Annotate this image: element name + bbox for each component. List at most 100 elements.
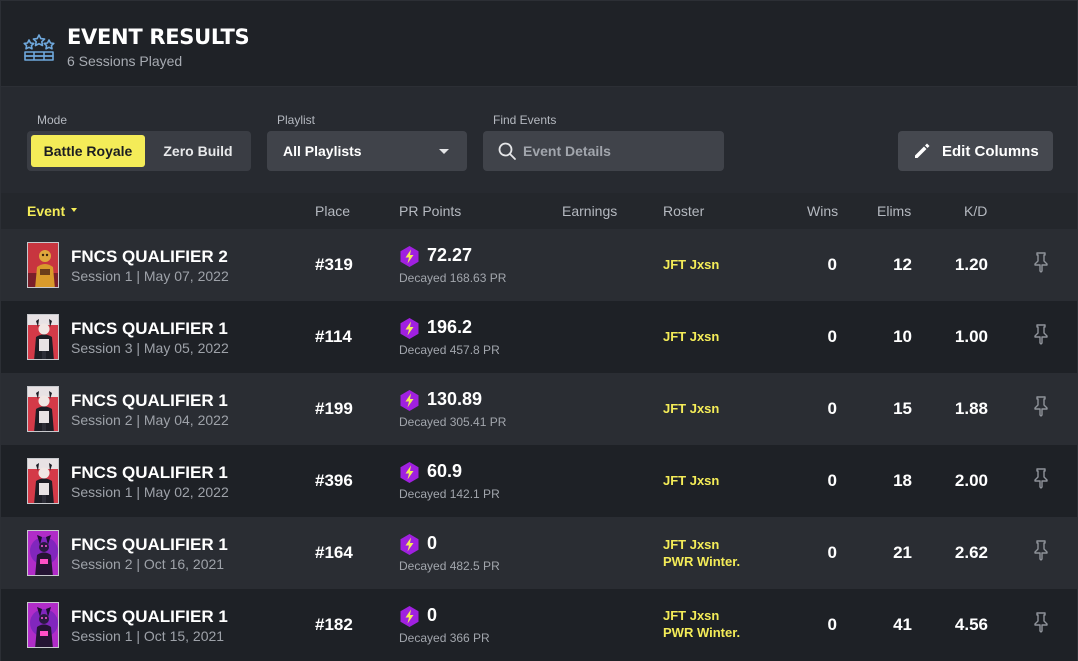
elims-value: 18 <box>893 471 912 490</box>
table-row[interactable]: FNCS QUALIFIER 1 Session 3 | May 05, 202… <box>1 301 1077 373</box>
pr-decayed: Decayed 305.41 PR <box>399 415 507 429</box>
roster-player[interactable]: JFT Jxsn <box>663 401 720 416</box>
trophy-stars-icon <box>23 34 55 61</box>
event-session: Session 3 | May 05, 2022 <box>71 340 229 356</box>
pr-points: 196.2 <box>427 317 473 337</box>
pr-bolt-icon <box>400 534 419 555</box>
roster-list: JFT Jxsn PWR Winter. <box>663 607 740 641</box>
column-pr-points[interactable]: PR Points <box>399 203 462 219</box>
sessions-count: 6 Sessions Played <box>67 53 183 69</box>
roster-player[interactable]: JFT Jxsn <box>663 473 720 488</box>
table-row[interactable]: FNCS QUALIFIER 1 Session 2 | Oct 16, 202… <box>1 517 1077 589</box>
roster-player[interactable]: JFT Jxsn <box>663 537 720 552</box>
kd-value: 1.88 <box>954 399 988 418</box>
roster-list: JFT Jxsn <box>663 400 719 417</box>
edit-columns-button[interactable]: Edit Columns <box>898 131 1053 171</box>
kd-value: 4.56 <box>954 615 988 634</box>
pin-icon[interactable] <box>1032 323 1050 345</box>
event-session: Session 2 | May 04, 2022 <box>71 412 229 428</box>
event-place: #114 <box>315 327 352 346</box>
playlist-value: All Playlists <box>283 143 362 159</box>
pr-points: 72.27 <box>427 245 473 265</box>
table-row[interactable]: FNCS QUALIFIER 2 Session 1 | May 07, 202… <box>1 229 1077 301</box>
event-place: #164 <box>315 543 353 562</box>
sort-desc-icon <box>71 208 78 213</box>
roster-player[interactable]: PWR Winter. <box>663 625 741 640</box>
pin-icon[interactable] <box>1032 395 1050 417</box>
column-earnings[interactable]: Earnings <box>562 203 618 219</box>
event-place: #199 <box>315 399 353 418</box>
column-kd[interactable]: K/D <box>964 203 988 219</box>
event-name: FNCS QUALIFIER 1 <box>71 319 228 338</box>
event-session: Session 1 | May 02, 2022 <box>71 484 229 500</box>
roster-list: JFT Jxsn <box>663 472 719 489</box>
pr-bolt-icon <box>400 318 419 339</box>
wins-value: 0 <box>827 399 837 418</box>
pr-decayed: Decayed 366 PR <box>399 631 490 645</box>
playlist-select[interactable]: All Playlists <box>267 131 467 171</box>
pin-icon[interactable] <box>1032 539 1050 561</box>
roster-player[interactable]: JFT Jxsn <box>663 329 720 344</box>
pr-decayed: Decayed 142.1 PR <box>399 487 500 501</box>
pin-icon[interactable] <box>1032 467 1050 489</box>
table-row[interactable]: FNCS QUALIFIER 1 Session 2 | May 04, 202… <box>1 373 1077 445</box>
pr-decayed: Decayed 457.8 PR <box>399 343 500 357</box>
column-event[interactable]: Event <box>27 203 78 219</box>
playlist-label: Playlist <box>277 113 316 127</box>
wins-value: 0 <box>827 615 837 634</box>
kd-value: 1.20 <box>954 255 988 274</box>
event-name: FNCS QUALIFIER 1 <box>71 391 228 410</box>
mode-battle-royale-button[interactable]: Battle Royale <box>31 135 145 167</box>
pin-icon[interactable] <box>1032 611 1050 633</box>
find-events-label: Find Events <box>493 113 557 127</box>
event-name: FNCS QUALIFIER 1 <box>71 535 228 554</box>
search-icon <box>498 142 516 160</box>
kd-value: 1.00 <box>954 327 988 346</box>
pr-bolt-icon <box>400 462 419 483</box>
roster-player[interactable]: JFT Jxsn <box>663 608 720 623</box>
column-elims[interactable]: Elims <box>877 203 912 219</box>
header: EVENT RESULTS 6 Sessions Played <box>1 1 1077 87</box>
event-place: #182 <box>315 615 353 634</box>
pr-points: 60.9 <box>427 461 463 481</box>
mode-toggle: Battle Royale Zero Build <box>27 131 251 171</box>
pr-points: 0 <box>427 533 438 553</box>
pr-decayed: Decayed 168.63 PR <box>399 271 507 285</box>
mode-label: Mode <box>37 113 68 127</box>
page-title: EVENT RESULTS <box>67 25 250 49</box>
kd-value: 2.00 <box>954 471 988 490</box>
roster-player[interactable]: PWR Winter. <box>663 554 741 569</box>
pin-icon[interactable] <box>1032 251 1050 273</box>
event-name: FNCS QUALIFIER 1 <box>71 463 228 482</box>
event-thumbnail <box>27 458 59 504</box>
column-roster: Roster <box>663 203 705 219</box>
roster-list: JFT Jxsn PWR Winter. <box>663 536 740 570</box>
column-place[interactable]: Place <box>315 203 351 219</box>
mode-zero-build-button[interactable]: Zero Build <box>163 143 233 159</box>
elims-value: 10 <box>893 327 912 346</box>
event-thumbnail <box>27 386 59 432</box>
event-thumbnail <box>27 530 59 576</box>
wins-value: 0 <box>827 327 837 346</box>
table-row[interactable]: FNCS QUALIFIER 1 Session 1 | Oct 15, 202… <box>1 589 1077 661</box>
event-thumbnail <box>27 314 59 360</box>
search-input[interactable] <box>523 131 718 171</box>
wins-value: 0 <box>827 471 837 490</box>
pr-bolt-icon <box>400 606 419 627</box>
table-row[interactable]: FNCS QUALIFIER 1 Session 1 | May 02, 202… <box>1 445 1077 517</box>
event-session: Session 1 | May 07, 2022 <box>71 268 229 284</box>
event-session: Session 1 | Oct 15, 2021 <box>71 628 225 644</box>
event-name: FNCS QUALIFIER 1 <box>71 607 228 626</box>
roster-list: JFT Jxsn <box>663 328 719 345</box>
elims-value: 41 <box>893 615 912 634</box>
filter-bar: Mode Battle Royale Zero Build Playlist A… <box>1 87 1077 193</box>
pencil-icon <box>915 143 930 158</box>
table-header: Event Place PR Points Earnings Roster Wi… <box>1 193 1077 229</box>
elims-value: 21 <box>893 543 912 562</box>
column-wins[interactable]: Wins <box>807 203 839 219</box>
chevron-down-icon <box>439 149 449 154</box>
event-thumbnail <box>27 242 59 288</box>
kd-value: 2.62 <box>954 543 988 562</box>
event-name: FNCS QUALIFIER 2 <box>71 247 228 266</box>
roster-player[interactable]: JFT Jxsn <box>663 257 720 272</box>
